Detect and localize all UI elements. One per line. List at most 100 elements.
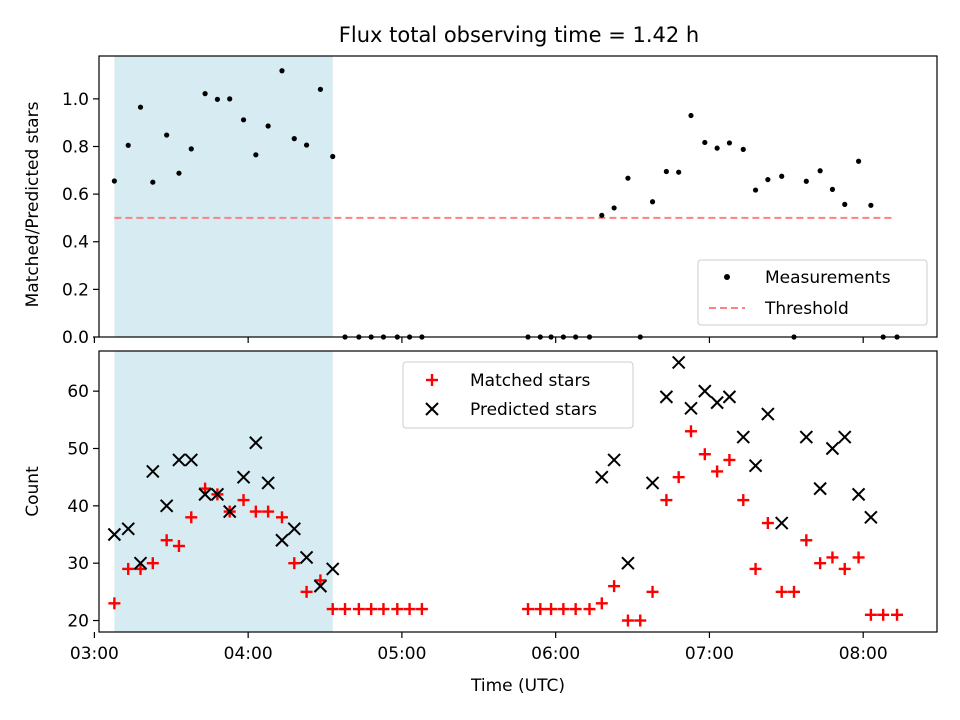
- count-x-axis-label: Time (UTC): [470, 676, 565, 696]
- predicted-point: [761, 407, 775, 421]
- matched-point: [761, 517, 774, 530]
- y-tick-label: 0.6: [62, 185, 89, 205]
- count-panel-frame: [98, 350, 938, 633]
- predicted-point: [249, 436, 263, 450]
- predicted-point: [275, 533, 289, 547]
- measurement-point: [176, 170, 182, 176]
- predicted-point: [659, 390, 674, 404]
- measurement-point: [752, 187, 759, 193]
- matched-point: [199, 482, 212, 495]
- predicted-point: [671, 355, 686, 370]
- measurement-point: [111, 178, 117, 184]
- measurement-point: [164, 132, 170, 138]
- x-tick-label: 07:00: [685, 644, 734, 664]
- predicted-point: [326, 562, 340, 576]
- predicted-point: [236, 470, 251, 484]
- ratio-x-axis: [93, 337, 864, 343]
- matched-point: [160, 534, 173, 547]
- predicted-point: [864, 510, 878, 525]
- matched-point: [800, 534, 813, 547]
- measurement-point: [291, 136, 297, 142]
- measurement-point: [829, 186, 836, 192]
- predicted-point: [698, 384, 712, 398]
- measurement-point: [765, 176, 771, 183]
- ratio-y-axis-label: Matched/Predicted stars: [23, 101, 43, 307]
- matched-point: [300, 585, 313, 598]
- measurement-point: [253, 152, 259, 158]
- predicted-point: [710, 395, 724, 410]
- measurement-point: [214, 96, 220, 102]
- x-tick-label: 04:00: [224, 644, 273, 664]
- matched-point: [365, 603, 378, 616]
- matched-point: [237, 494, 250, 507]
- predicted-point: [607, 453, 621, 467]
- matched-point: [737, 494, 750, 507]
- predicted-point: [722, 390, 737, 404]
- matched-point: [557, 603, 570, 616]
- x-tick-label: 06:00: [531, 644, 580, 664]
- measurement-point: [676, 169, 682, 175]
- predicted-point: [748, 458, 763, 473]
- matched-point: [723, 453, 736, 466]
- measurement-point: [265, 123, 271, 129]
- matched-point: [595, 597, 608, 610]
- count-y-axis-label: Count: [23, 466, 43, 517]
- measurement-points: [111, 68, 900, 340]
- matched-point: [314, 574, 327, 587]
- measurement-point: [625, 175, 631, 181]
- count-y-axis: 20 30 40 50 60: [67, 382, 99, 632]
- measurement-point: [726, 140, 733, 146]
- measurements-legend-label: Measurements: [765, 268, 891, 288]
- ratio-legend: Measurements Threshold: [697, 259, 928, 326]
- measurement-point: [150, 179, 156, 185]
- matched-point: [146, 557, 159, 570]
- predicted-legend-label: Predicted stars: [470, 400, 597, 420]
- measurement-point: [663, 168, 669, 175]
- y-tick-label: 0.4: [62, 233, 89, 253]
- predicted-point: [172, 453, 186, 467]
- matched-point: [172, 539, 185, 552]
- predicted-point: [313, 579, 328, 593]
- matched-point: [711, 465, 724, 478]
- measurement-point: [279, 68, 285, 74]
- predicted-point: [621, 556, 635, 570]
- predicted-point: [133, 556, 148, 570]
- matched-point: [391, 603, 404, 616]
- matched-point: [891, 608, 904, 621]
- predicted-point: [184, 453, 198, 467]
- y-tick-label: 30: [67, 554, 89, 574]
- matched-point: [403, 603, 416, 616]
- measurements-legend-marker: [724, 274, 730, 280]
- count-panel: 20 30 40 50 60 03:00 04:00 05:00 06:00 07:00 08:0…: [23, 350, 938, 696]
- measurement-point: [779, 173, 785, 179]
- matched-point: [415, 603, 428, 616]
- predicted-point: [222, 504, 237, 519]
- y-tick-label: 50: [67, 439, 89, 459]
- predicted-point: [825, 441, 840, 456]
- predicted-point: [813, 481, 827, 496]
- matched-point: [545, 603, 558, 616]
- ratio-legend-box: [697, 259, 928, 326]
- measurement-point: [188, 146, 194, 152]
- matched-point: [852, 551, 865, 564]
- count-x-axis: 03:00 04:00 05:00 06:00 07:00 08:00: [70, 632, 888, 664]
- measurement-point: [303, 142, 310, 148]
- matched-point: [352, 603, 365, 616]
- matched-point: [877, 608, 890, 621]
- predicted-point: [261, 476, 275, 490]
- predicted-point: [121, 522, 135, 536]
- x-tick-label: 03:00: [70, 644, 119, 664]
- matched-point: [608, 580, 621, 593]
- threshold-legend-label: Threshold: [764, 299, 849, 319]
- measurement-point: [202, 91, 208, 97]
- y-tick-label: 40: [67, 497, 89, 517]
- y-tick-label: 0.0: [62, 328, 89, 348]
- predicted-point: [774, 516, 789, 530]
- matched-point: [569, 603, 582, 616]
- predicted-point: [299, 550, 314, 565]
- predicted-legend-marker: [425, 402, 439, 416]
- matched-legend-marker: [426, 374, 438, 386]
- matched-point: [275, 511, 288, 524]
- predicted-point: [146, 464, 160, 479]
